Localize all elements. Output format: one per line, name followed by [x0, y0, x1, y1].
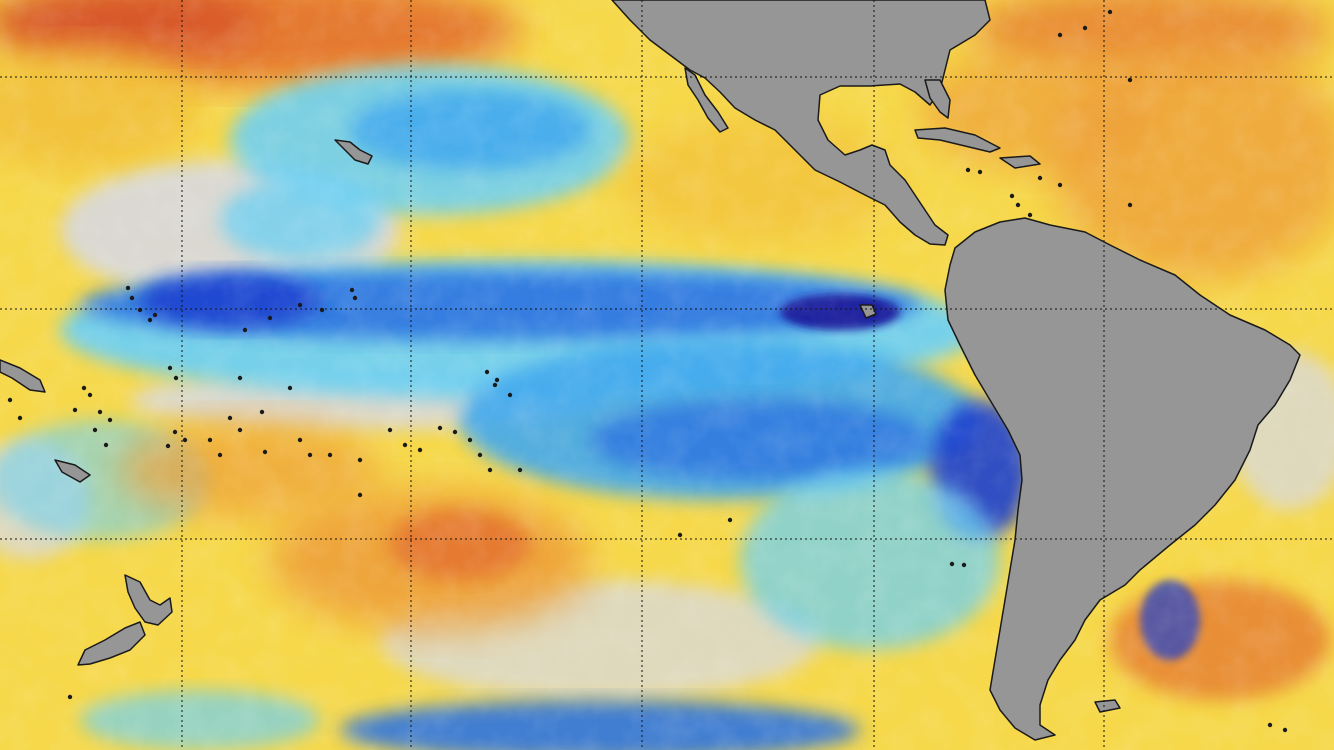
island — [182, 437, 188, 443]
island — [949, 561, 955, 567]
island — [87, 392, 93, 398]
island — [217, 452, 223, 458]
island — [319, 307, 325, 313]
florida — [924, 79, 951, 119]
island-dots — [7, 9, 1288, 733]
island — [1267, 722, 1273, 728]
island — [287, 385, 293, 391]
new-zealand-north — [124, 574, 173, 626]
island — [1127, 77, 1133, 83]
island — [387, 427, 393, 433]
island — [172, 429, 178, 435]
land-masses — [0, 0, 1301, 741]
island — [477, 452, 483, 458]
south-america — [944, 217, 1301, 741]
island — [1057, 182, 1063, 188]
island — [437, 425, 443, 431]
island — [125, 285, 131, 291]
island — [173, 375, 179, 381]
island — [452, 429, 458, 435]
island — [129, 295, 135, 301]
island — [147, 317, 153, 323]
island — [349, 287, 355, 293]
island — [165, 443, 171, 449]
island — [327, 452, 333, 458]
island — [207, 437, 213, 443]
island — [227, 415, 233, 421]
island — [677, 532, 683, 538]
island — [72, 407, 78, 413]
island — [1027, 212, 1033, 218]
island — [494, 377, 500, 383]
island — [417, 447, 423, 453]
island — [237, 375, 243, 381]
island — [242, 327, 248, 333]
island — [107, 417, 113, 423]
island — [487, 467, 493, 473]
island — [727, 517, 733, 523]
island — [262, 449, 268, 455]
baja-california — [684, 67, 729, 133]
island — [103, 442, 109, 448]
island — [517, 467, 523, 473]
island — [259, 409, 265, 415]
island — [1037, 175, 1043, 181]
island — [307, 452, 313, 458]
island — [352, 295, 358, 301]
island — [507, 392, 513, 398]
falkland — [1094, 699, 1121, 713]
island — [467, 437, 473, 443]
cuba — [914, 127, 1001, 153]
island — [237, 427, 243, 433]
hawaii — [334, 139, 373, 165]
island — [1127, 202, 1133, 208]
island — [67, 694, 73, 700]
island — [97, 409, 103, 415]
vanuatu — [54, 459, 91, 483]
new-zealand-south — [77, 621, 146, 666]
island — [357, 492, 363, 498]
island — [152, 312, 158, 318]
new-caledonia — [0, 359, 46, 393]
island — [1057, 32, 1063, 38]
island — [297, 437, 303, 443]
island — [81, 385, 87, 391]
island — [402, 442, 408, 448]
island — [492, 382, 498, 388]
island — [484, 369, 490, 375]
island — [17, 415, 23, 421]
island — [357, 457, 363, 463]
island — [965, 167, 971, 173]
hispaniola — [999, 155, 1041, 169]
galapagos — [859, 304, 877, 319]
island — [961, 562, 967, 568]
island — [7, 397, 13, 403]
island — [167, 365, 173, 371]
island — [1009, 193, 1015, 199]
island — [92, 427, 98, 433]
island — [1282, 727, 1288, 733]
island — [297, 302, 303, 308]
island — [1107, 9, 1113, 15]
island — [1082, 25, 1088, 31]
north-america — [611, 0, 991, 246]
island — [267, 315, 273, 321]
island — [1015, 202, 1021, 208]
island — [977, 169, 983, 175]
island — [137, 307, 143, 313]
